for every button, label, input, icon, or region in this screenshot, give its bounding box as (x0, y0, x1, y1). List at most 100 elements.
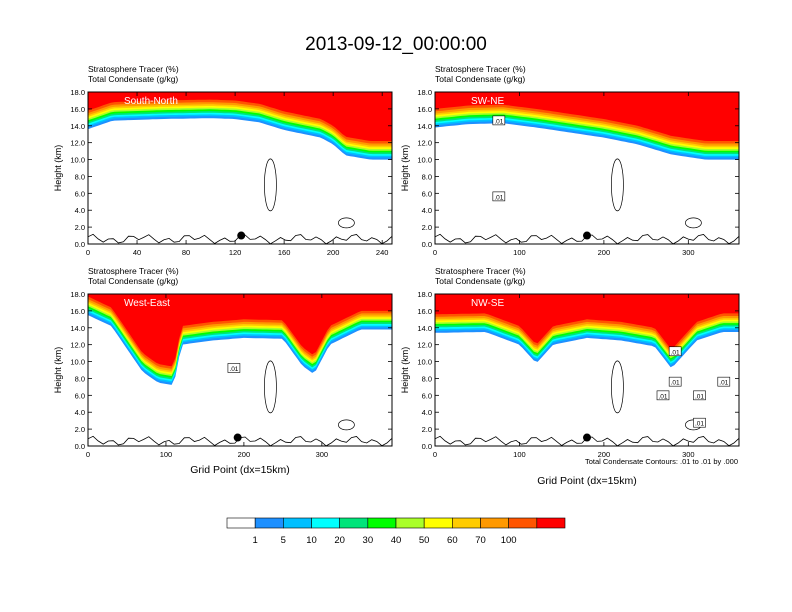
y-tick-label: 10.0 (417, 358, 432, 367)
y-tick-label: 16.0 (70, 105, 85, 114)
panels: 0.0 2.0 4.0 6.0 8.0 10.0 12.0 14.0 16.0 18.0 0 40 80… (53, 64, 740, 487)
x-tick-label: 0 (86, 248, 90, 257)
contour-label-box (227, 363, 241, 373)
x-tick-label: 300 (316, 450, 329, 459)
y-tick-label: 8.0 (75, 172, 85, 181)
y-tick-label: 2.0 (422, 425, 432, 434)
colorbar-swatch (452, 517, 481, 529)
figure-title: 2013-09-12_00:00:00 (305, 34, 487, 55)
y-tick-label: 16.0 (417, 307, 432, 316)
y-tick-label: 14.0 (417, 324, 432, 333)
chart-panel: 0.0 2.0 4.0 6.0 8.0 10.0 12.0 14.0 16.0 18.0 0 40 80… (53, 64, 393, 257)
contour-label-box (717, 376, 731, 387)
contour-label: .01 (494, 194, 503, 201)
colorbar-swatch (226, 517, 256, 529)
y-tick-label: 6.0 (422, 189, 432, 198)
plot-frame (434, 293, 740, 447)
y-tick-label: 18.0 (70, 290, 85, 299)
x-tick-label: 200 (327, 248, 340, 257)
location-marker (237, 231, 246, 240)
colorbar: 1 5 10 20 30 40 50 60 70 100 (226, 517, 566, 546)
y-tick-label: 6.0 (422, 391, 432, 400)
plot-frame (87, 91, 393, 245)
x-tick-label: 100 (513, 248, 526, 257)
y-axis-label: Height (km) (53, 145, 63, 192)
y-tick-label: 10.0 (70, 358, 85, 367)
condensate-contour (611, 360, 624, 414)
x-tick-label: 160 (278, 248, 291, 257)
y-tick-label: 10.0 (417, 156, 432, 165)
panel-label: West-East (124, 298, 170, 309)
tracer-band (88, 294, 392, 367)
tracer-band (88, 92, 392, 141)
x-tick-label: 0 (433, 450, 437, 459)
y-tick-label: 8.0 (422, 374, 432, 383)
y-tick-label: 4.0 (75, 206, 85, 215)
x-tick-label: 80 (182, 248, 190, 257)
contour-label: .01 (719, 380, 728, 387)
x-tick-label: 240 (376, 248, 389, 257)
y-tick-label: 2.0 (422, 223, 432, 232)
colorbar-label: 100 (501, 535, 517, 546)
colorbar-label: 5 (281, 535, 286, 546)
x-tick-label: 200 (598, 450, 611, 459)
x-tick-label: 0 (433, 248, 437, 257)
x-tick-label: 300 (682, 248, 695, 257)
y-tick-label: 18.0 (417, 290, 432, 299)
x-tick-label: 100 (513, 450, 526, 459)
contour-label: .01 (671, 380, 680, 387)
x-tick-label: 0 (86, 450, 90, 459)
y-tick-label: 4.0 (422, 408, 432, 417)
colorbar-swatch (283, 517, 312, 529)
plot-frame (87, 293, 393, 447)
contour-label: .01 (658, 393, 667, 400)
panel-label: SW-NE (471, 96, 504, 107)
contour-label: .01 (671, 349, 680, 356)
contour-label-box (668, 376, 682, 387)
y-tick-label: 10.0 (70, 156, 85, 165)
chart-panel: .01 .01 0.0 2.0 4.0 6.0 8.0 10.0 12.0 14.0 16.0 18.… (400, 64, 740, 257)
y-tick-label: 2.0 (75, 223, 85, 232)
chart-panel: .01 0.0 2.0 4.0 6.0 8.0 10.0 12.0 14.0 16.0 18.0 0 1… (53, 266, 393, 476)
y-tick-label: 16.0 (417, 105, 432, 114)
contour-label-box (693, 390, 706, 401)
y-tick-label: 12.0 (70, 139, 85, 148)
colorbar-swatch (311, 517, 340, 529)
y-tick-label: 2.0 (75, 425, 85, 434)
y-tick-label: 16.0 (70, 307, 85, 316)
condensate-contour (338, 217, 355, 229)
condensate-contour (264, 360, 277, 414)
y-axis-label: Height (km) (400, 347, 410, 394)
contour-label-box (668, 346, 682, 357)
contour-label-box (656, 390, 670, 401)
contour-label: .01 (229, 366, 238, 373)
y-tick-label: 0.0 (422, 240, 432, 249)
field-label: Stratosphere Tracer (%) (88, 266, 179, 276)
contour-label-box (492, 191, 506, 202)
y-axis-label: Height (km) (53, 347, 63, 394)
colorbar-swatch (339, 517, 369, 529)
colorbar-label: 60 (447, 535, 458, 546)
condensate-contour (685, 217, 702, 229)
y-tick-label: 0.0 (75, 442, 85, 451)
tracer-band (435, 92, 739, 141)
field-label: Stratosphere Tracer (%) (88, 64, 179, 74)
y-tick-label: 0.0 (75, 240, 85, 249)
colorbar-swatch (508, 517, 538, 529)
y-tick-label: 8.0 (422, 172, 432, 181)
contour-note: Total Condensate Contours: .01 to .01 by… (585, 457, 738, 466)
contour-field-label: Total Condensate (g/kg) (435, 276, 525, 286)
colorbar-label: 1 (253, 535, 258, 546)
colorbar-swatch (536, 517, 566, 529)
y-tick-label: 14.0 (70, 122, 85, 131)
x-tick-label: 40 (133, 248, 141, 257)
y-tick-label: 4.0 (75, 408, 85, 417)
field-label: Stratosphere Tracer (%) (435, 266, 526, 276)
tracer-field (88, 92, 392, 244)
panel-label: NW-SE (471, 298, 504, 309)
y-tick-label: 12.0 (417, 341, 432, 350)
colorbar-swatch (423, 517, 453, 529)
y-tick-label: 18.0 (70, 88, 85, 97)
y-tick-label: 12.0 (417, 139, 432, 148)
